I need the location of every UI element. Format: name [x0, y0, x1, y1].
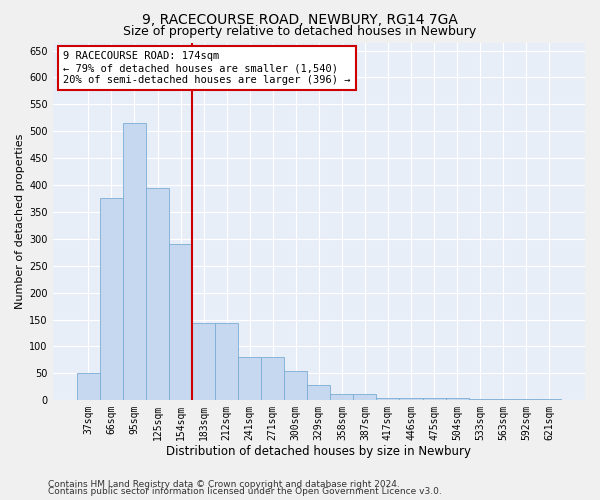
Bar [100, 198, 123, 400]
Bar [331, 394, 353, 400]
Bar [169, 244, 192, 400]
Y-axis label: Number of detached properties: Number of detached properties [15, 134, 25, 309]
Bar [376, 398, 400, 400]
Text: 9, RACECOURSE ROAD, NEWBURY, RG14 7GA: 9, RACECOURSE ROAD, NEWBURY, RG14 7GA [142, 12, 458, 26]
Bar [422, 398, 446, 400]
Bar [215, 324, 238, 400]
Bar [400, 398, 422, 400]
Bar [146, 188, 169, 400]
Bar [192, 324, 215, 400]
Bar [307, 385, 331, 400]
Bar [77, 374, 100, 400]
Bar [446, 398, 469, 400]
Bar [491, 398, 515, 400]
Bar [284, 370, 307, 400]
Bar [238, 357, 261, 400]
Bar [353, 394, 376, 400]
Bar [469, 398, 491, 400]
Bar [515, 398, 538, 400]
Text: Contains HM Land Registry data © Crown copyright and database right 2024.: Contains HM Land Registry data © Crown c… [48, 480, 400, 489]
Bar [538, 398, 561, 400]
X-axis label: Distribution of detached houses by size in Newbury: Distribution of detached houses by size … [166, 444, 472, 458]
Bar [261, 357, 284, 400]
Bar [123, 123, 146, 400]
Text: 9 RACECOURSE ROAD: 174sqm
← 79% of detached houses are smaller (1,540)
20% of se: 9 RACECOURSE ROAD: 174sqm ← 79% of detac… [63, 52, 351, 84]
Text: Size of property relative to detached houses in Newbury: Size of property relative to detached ho… [124, 25, 476, 38]
Text: Contains public sector information licensed under the Open Government Licence v3: Contains public sector information licen… [48, 487, 442, 496]
